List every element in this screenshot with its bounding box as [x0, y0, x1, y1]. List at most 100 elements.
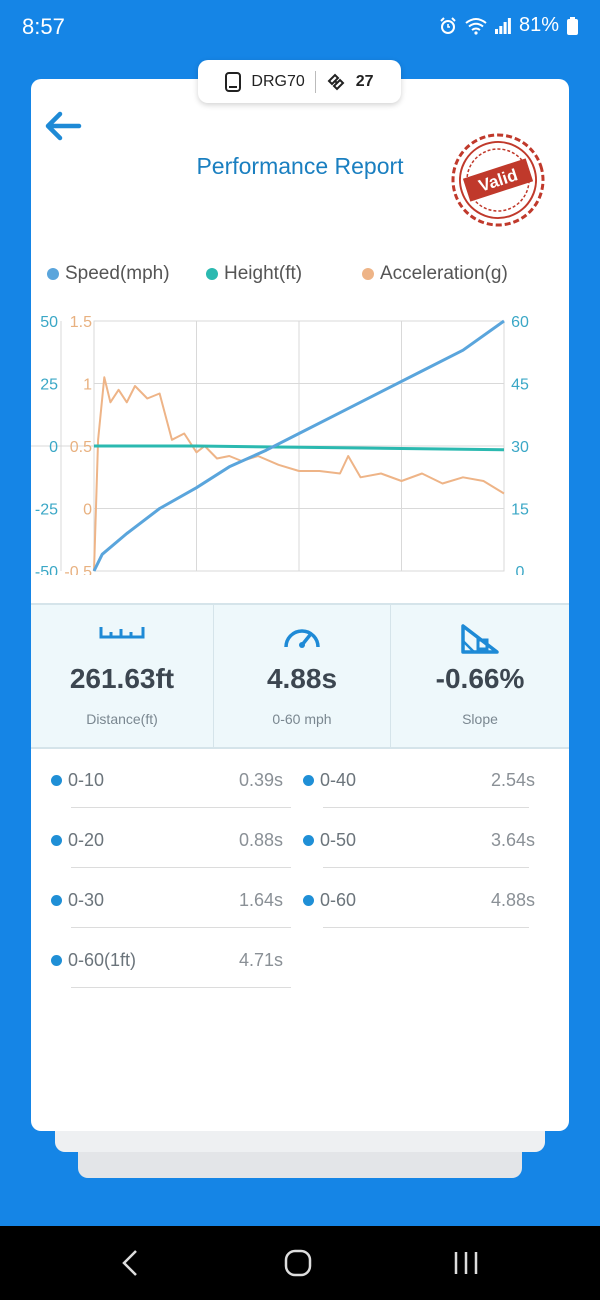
legend-item: Speed(mph): [47, 263, 170, 285]
stat-slope: -0.66% Slope: [391, 605, 569, 747]
status-icons: 81%: [439, 14, 578, 37]
split-value: 2.54s: [490, 770, 535, 790]
split-time-row: 0-40 2.54s: [283, 759, 569, 819]
split-label: 0-30: [68, 890, 105, 910]
performance-chart: 50 25 0 -25 -50 1.5 1 0.5 0 -0.5 60 45 30 15 0: [31, 314, 529, 575]
y-tick-label-height: -25: [35, 502, 58, 519]
series-line: [94, 444, 505, 452]
legend-dot: [362, 268, 374, 280]
report-card: Performance Report Valid Speed(mph) Heig…: [31, 79, 569, 1131]
bullet-icon: [51, 955, 62, 966]
row-divider: [71, 807, 291, 808]
split-label: 0-60: [320, 890, 357, 910]
row-divider: [71, 987, 291, 988]
bullet-icon: [303, 835, 314, 846]
page-title: Performance Report: [196, 153, 404, 179]
nav-home-icon[interactable]: [283, 1248, 313, 1278]
legend-dot: [206, 268, 218, 280]
split-value: 4.88s: [490, 890, 535, 910]
y-tick-label-accel: 1.5: [70, 314, 92, 331]
divider: [213, 605, 214, 747]
legend-label: Acceleration(g): [380, 263, 508, 284]
bullet-icon: [51, 895, 62, 906]
split-value: 0.88s: [238, 830, 283, 850]
y-tick-label-height: -50: [35, 564, 58, 575]
y-tick-label-speed: 30: [511, 439, 529, 456]
row-divider: [71, 867, 291, 868]
series-line: [92, 319, 505, 572]
row-divider: [323, 927, 529, 928]
y-tick-label-speed: 60: [511, 314, 529, 331]
split-time-row: 0-50 3.64s: [283, 819, 569, 879]
speedometer-icon: [284, 629, 320, 648]
ruler-icon: [99, 627, 145, 639]
stat-value: -0.66%: [435, 663, 525, 694]
device-name: DRG70: [251, 72, 305, 90]
bullet-icon: [303, 775, 314, 786]
split-value: 1.64s: [238, 890, 283, 910]
divider: [390, 605, 391, 747]
y-tick-label-accel: -0.5: [64, 564, 92, 575]
y-tick-label-height: 25: [40, 377, 58, 394]
y-tick-label-speed: 0: [516, 564, 525, 575]
stat-zero-sixty: 4.88s 0-60 mph: [214, 605, 390, 747]
nav-recents-icon[interactable]: [452, 1248, 480, 1278]
split-value: 0.39s: [238, 770, 283, 790]
y-tick-label-accel: 0.5: [70, 439, 92, 456]
stat-label: Slope: [462, 711, 498, 727]
bullet-icon: [51, 775, 62, 786]
split-label: 0-10: [68, 770, 105, 790]
y-tick-label-speed: 45: [511, 377, 529, 394]
satellite-count: 27: [355, 72, 374, 90]
y-tick-label-speed: 15: [511, 502, 529, 519]
bullet-icon: [303, 895, 314, 906]
split-label: 0-40: [320, 770, 357, 790]
split-label: 0-50: [320, 830, 357, 850]
legend-item: Height(ft): [206, 263, 302, 285]
split-time-row: 0-60 4.88s: [283, 879, 569, 939]
row-divider: [71, 927, 291, 928]
y-tick-label-height: 0: [49, 439, 58, 456]
status-bar: 8:57 81%: [0, 0, 600, 44]
split-value: 4.71s: [238, 950, 283, 970]
split-time-row: 0-10 0.39s: [31, 759, 301, 819]
device-icon: [225, 71, 242, 92]
split-label: 0-60(1ft): [68, 950, 137, 970]
stat-label: Distance(ft): [86, 711, 158, 727]
valid-stamp: Valid: [451, 133, 545, 227]
legend-dot: [47, 268, 59, 280]
split-time-row: 0-20 0.88s: [31, 819, 301, 879]
stat-value: 4.88s: [266, 663, 338, 694]
legend-label: Height(ft): [224, 263, 303, 284]
satellite-icon: [327, 73, 345, 90]
status-time: 8:57: [22, 14, 65, 39]
split-time-row: 0-30 1.64s: [31, 879, 301, 939]
y-tick-label-accel: 0: [83, 502, 92, 519]
divider: [314, 70, 316, 93]
series-line: [93, 376, 505, 572]
row-divider: [323, 867, 529, 868]
navigation-bar: [0, 1226, 600, 1300]
stat-distance: 261.63ft Distance(ft): [31, 605, 213, 747]
back-arrow-icon[interactable]: [43, 111, 83, 141]
split-time-row: 0-60(1ft) 4.71s: [31, 939, 301, 999]
y-tick-label-accel: 1: [83, 377, 92, 394]
bullet-icon: [51, 835, 62, 846]
signal-icon: [494, 17, 511, 34]
battery-percent: 81%: [518, 14, 559, 36]
stats-panel: 261.63ft Distance(ft) 4.88s 0-60 mph -0.…: [31, 603, 569, 749]
row-divider: [323, 807, 529, 808]
split-value: 3.64s: [490, 830, 535, 850]
alarm-icon: [440, 16, 456, 34]
battery-icon: [567, 16, 578, 35]
stat-value: 261.63ft: [69, 663, 175, 694]
wifi-icon: [465, 17, 487, 35]
stat-label: 0-60 mph: [272, 711, 332, 727]
split-label: 0-20: [68, 830, 105, 850]
legend-label: Speed(mph): [65, 263, 170, 284]
slope-icon: [461, 624, 499, 654]
legend-item: Acceleration(g): [362, 263, 508, 285]
device-badge: DRG70 27: [198, 60, 401, 103]
nav-back-icon[interactable]: [118, 1248, 142, 1278]
y-tick-label-height: 50: [40, 314, 58, 331]
